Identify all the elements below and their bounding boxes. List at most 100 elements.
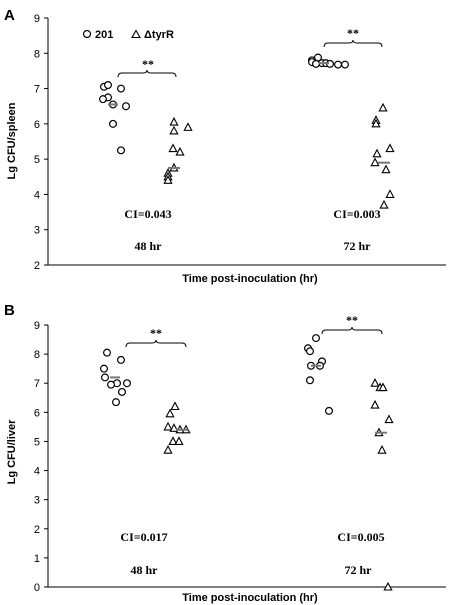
y-tick-label: 7	[34, 84, 40, 96]
panel-a-72hr-bracket	[323, 39, 383, 48]
data-point-tyrr	[175, 146, 185, 156]
data-point-tyrr	[163, 445, 173, 454]
data-point-201	[312, 334, 321, 343]
data-point-201	[116, 146, 125, 155]
data-point-tyrr	[163, 175, 173, 184]
data-point-tyrr	[169, 116, 179, 126]
data-point-201	[98, 95, 107, 104]
panel-a-72hr-ci: CI=0.003	[333, 207, 380, 221]
legend-circle-marker	[82, 29, 92, 39]
y-tick-label: 2	[34, 524, 40, 536]
data-point-tyrr	[168, 436, 178, 445]
data-point-tyrr	[165, 408, 175, 418]
legend-label-201: 201	[95, 29, 113, 41]
y-tick-label: 3	[34, 225, 40, 237]
panel-b-y-label: Lg CFU/liver	[6, 419, 18, 485]
y-tick-label: 4	[34, 189, 40, 201]
data-point-201	[108, 119, 117, 128]
data-point-201	[103, 81, 112, 90]
data-point-tyrr	[377, 445, 387, 454]
data-point-201	[100, 373, 109, 382]
data-point-tyrr	[378, 102, 388, 112]
panel-b-data-points	[99, 334, 394, 591]
data-point-201	[325, 406, 334, 415]
y-tick-label: 5	[34, 154, 40, 166]
data-point-tyrr	[371, 118, 381, 128]
data-point-tyrr	[384, 414, 394, 424]
data-point-tyrr	[169, 423, 179, 432]
legend: 201 ΔtyrR	[82, 29, 174, 41]
y-tick-label: 4	[34, 466, 40, 478]
panel-a-y-label: Lg CFU/spleen	[6, 102, 18, 179]
data-point-tyrr	[183, 122, 193, 131]
panel-b-label: B	[4, 302, 15, 319]
data-point-tyrr	[168, 143, 178, 153]
panel-a-48hr-bracket	[117, 69, 177, 78]
y-tick-label: 2	[34, 260, 40, 272]
data-point-tyrr	[381, 164, 391, 174]
panel-a-48hr-ci: CI=0.043	[124, 207, 171, 221]
data-point-201	[117, 387, 126, 396]
panel-b-72hr-significance: **	[346, 313, 358, 327]
data-point-tyrr	[379, 199, 389, 209]
panel-b-72hr-label: 72 hr	[345, 563, 373, 577]
data-point-201	[122, 379, 131, 388]
data-point-201	[306, 376, 315, 385]
panel-b-48hr-ci: CI=0.017	[120, 530, 167, 544]
data-point-201	[99, 364, 108, 373]
data-point-tyrr	[174, 436, 184, 445]
panel-b-48hr-bracket	[125, 339, 187, 348]
y-tick-label: 3	[34, 495, 40, 507]
panel-a: A 2 3 4 5 6 7 8 9 Lg CFU/spleen Time post-inocu…	[4, 7, 446, 285]
panel-b: B 0 1 2 3 4 5 6 7 8 9 Lg CFU/liver Time post-inoc…	[4, 302, 446, 604]
panel-a-label: A	[4, 7, 15, 24]
data-point-201	[341, 60, 350, 69]
data-point-tyrr	[372, 148, 382, 158]
data-point-tyrr	[370, 399, 380, 409]
panel-b-x-label: Time post-inoculation (hr)	[182, 592, 318, 604]
panel-b-72hr-ci: CI=0.005	[337, 530, 384, 544]
panel-b-48hr-significance: **	[150, 326, 162, 340]
y-tick-label: 7	[34, 378, 40, 390]
data-point-201	[102, 348, 111, 357]
y-tick-label: 8	[34, 349, 40, 361]
data-point-201	[306, 347, 315, 356]
data-point-tyrr	[385, 189, 395, 198]
panel-b-y-ticks: 0 1 2 3 4 5 6 7 8 9	[34, 320, 48, 594]
data-point-tyrr	[383, 581, 393, 591]
panel-a-y-ticks: 2 3 4 5 6 7 8 9	[34, 13, 48, 272]
legend-triangle-marker	[131, 29, 141, 39]
data-point-tyrr	[370, 378, 380, 387]
y-tick-label: 9	[34, 13, 40, 25]
y-tick-label: 6	[34, 407, 40, 419]
data-point-201	[312, 59, 321, 68]
data-point-201	[111, 398, 120, 407]
data-point-201	[121, 102, 130, 111]
y-tick-label: 6	[34, 119, 40, 131]
y-tick-label: 0	[34, 582, 40, 594]
panel-a-72hr-significance: **	[347, 26, 359, 40]
data-point-201	[116, 84, 125, 93]
y-tick-label: 8	[34, 48, 40, 60]
y-tick-label: 1	[34, 553, 40, 565]
panel-a-data-points	[98, 53, 395, 209]
y-tick-label: 5	[34, 436, 40, 448]
data-point-201	[116, 355, 125, 364]
data-point-201	[334, 60, 343, 69]
legend-label-tyrr: ΔtyrR	[144, 29, 174, 41]
data-point-tyrr	[370, 157, 380, 167]
panel-a-48hr-label: 48 hr	[135, 239, 163, 253]
data-point-201	[106, 380, 115, 389]
data-point-tyrr	[169, 125, 179, 135]
panel-a-x-label: Time post-inoculation (hr)	[182, 273, 318, 285]
data-point-tyrr	[385, 143, 395, 153]
panel-b-48hr-label: 48 hr	[131, 563, 159, 577]
data-point-tyrr	[378, 382, 388, 392]
panel-a-72hr-label: 72 hr	[344, 239, 372, 253]
panel-b-72hr-bracket	[321, 326, 383, 335]
y-tick-label: 9	[34, 320, 40, 332]
data-point-tyrr	[163, 421, 173, 431]
panel-a-48hr-significance: **	[142, 57, 154, 71]
data-point-tyrr	[170, 401, 180, 411]
